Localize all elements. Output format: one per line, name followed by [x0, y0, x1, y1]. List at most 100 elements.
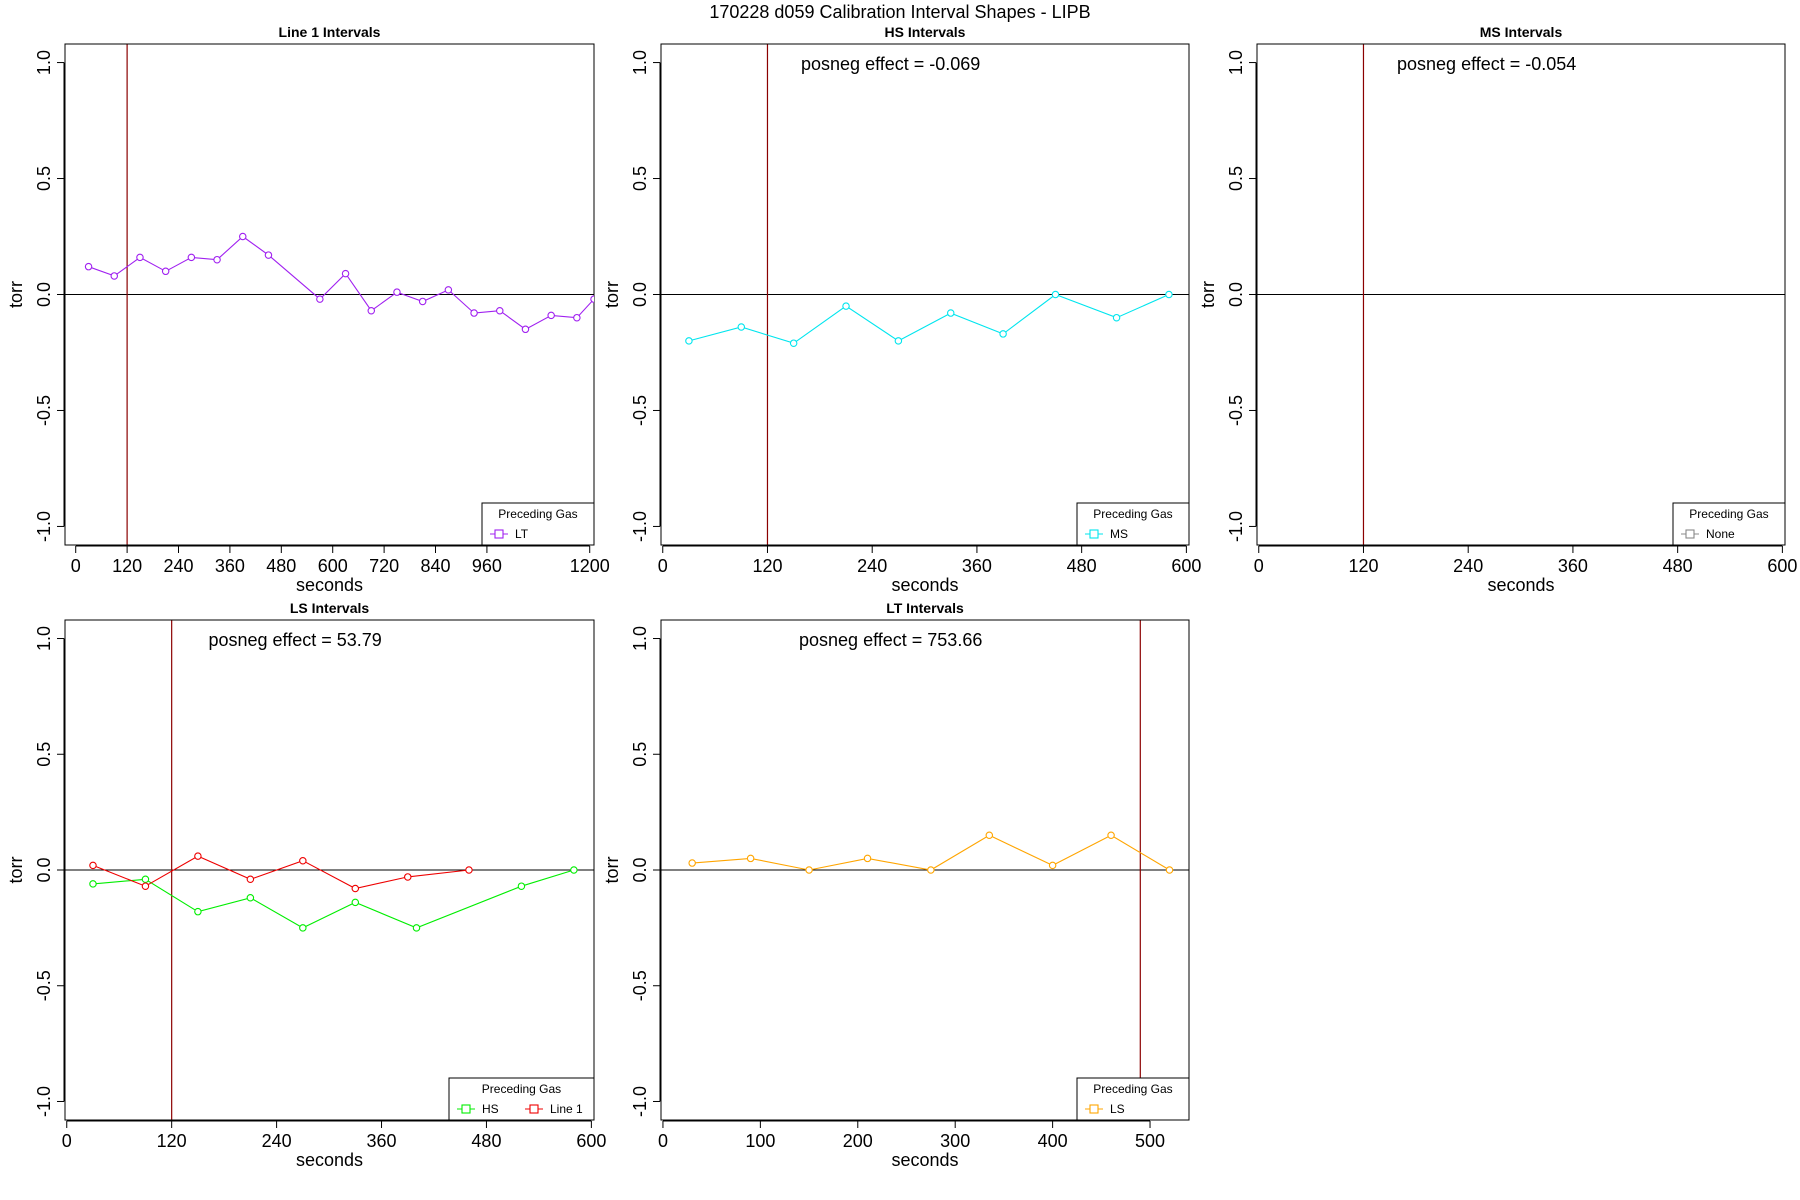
x-tick-label: 480 [1663, 556, 1693, 576]
data-point [412, 924, 421, 932]
x-tick-label: 480 [266, 556, 296, 576]
data-point [141, 875, 150, 884]
plot-frame [1256, 43, 1786, 546]
data-point [393, 288, 401, 296]
legend-swatch-marker [1089, 529, 1099, 539]
series-group [685, 290, 1173, 347]
data-point [141, 882, 150, 890]
y-axis-label: torr [602, 856, 622, 883]
legend-title: Preceding Gas [1093, 1082, 1172, 1096]
data-point [842, 302, 850, 310]
x-tick-label: 200 [843, 1131, 873, 1151]
y-tick-label: -0.5 [1226, 395, 1246, 426]
y-tick-label: 0.0 [630, 857, 650, 882]
data-point [999, 330, 1007, 338]
data-point [246, 894, 255, 902]
data-point [946, 309, 955, 317]
data-point [737, 323, 746, 331]
data-point [264, 251, 273, 259]
legend-title: Preceding Gas [482, 1082, 561, 1096]
y-tick-label: -1.0 [630, 1086, 650, 1117]
data-point [444, 286, 453, 294]
legend-swatch-marker [494, 529, 504, 539]
x-tick-label: 500 [1135, 1131, 1165, 1151]
x-tick-label: 240 [1453, 556, 1483, 576]
data-point [547, 311, 555, 320]
legend-label: Line 1 [550, 1102, 583, 1116]
y-tick-label: -0.5 [630, 395, 650, 426]
legend-label: LT [515, 527, 529, 541]
x-tick-label: 120 [752, 556, 782, 576]
series-line-line-1 [92, 855, 470, 890]
y-axis-label: torr [6, 856, 26, 883]
data-point [110, 272, 119, 280]
legend-swatch-marker [529, 1104, 539, 1114]
legend: Preceding Gas None [1672, 502, 1786, 546]
data-point [573, 313, 581, 322]
series-group [688, 831, 1174, 874]
panel-title: MS Intervals [1480, 24, 1563, 40]
data-point [1107, 831, 1115, 840]
posneg-annotation: posneg effect = -0.054 [1397, 54, 1576, 74]
legend-title: Preceding Gas [1689, 507, 1768, 521]
x-tick-label: 120 [157, 1131, 187, 1151]
data-point [187, 253, 196, 262]
series-line-hs [92, 869, 575, 929]
plot-frame [660, 619, 1190, 1121]
legend-label: HS [482, 1102, 499, 1116]
posneg-annotation: posneg effect = 53.79 [208, 630, 381, 650]
x-tick-label: 0 [62, 1131, 72, 1151]
data-point [194, 852, 202, 860]
x-tick-label: 600 [1767, 556, 1797, 576]
x-tick-label: 480 [1067, 556, 1097, 576]
x-tick-label: 240 [163, 556, 193, 576]
y-tick-label: 0.0 [34, 857, 54, 882]
data-point [1048, 861, 1057, 870]
x-tick-label: 600 [318, 556, 348, 576]
y-tick-label: 0.5 [34, 742, 54, 767]
legend: Preceding Gas LT [481, 502, 595, 546]
legend: Preceding Gas MS [1076, 502, 1190, 546]
x-tick-label: 400 [1038, 1131, 1068, 1151]
data-point [161, 267, 170, 276]
legend-swatch-marker [461, 1104, 471, 1114]
data-point [299, 856, 307, 865]
series-line-ms [688, 293, 1170, 344]
data-point [89, 880, 97, 888]
y-tick-label: 1.0 [1226, 50, 1246, 75]
x-tick-label: 0 [658, 1131, 668, 1151]
y-tick-label: -1.0 [34, 1086, 54, 1117]
legend-swatch-marker [1089, 1104, 1099, 1114]
legend-title: Preceding Gas [498, 507, 577, 521]
x-tick-label: 720 [369, 556, 399, 576]
data-point [805, 866, 813, 874]
x-tick-label: 360 [1558, 556, 1588, 576]
data-point [688, 859, 696, 867]
series-group [84, 232, 594, 334]
legend: Preceding Gas LS [1076, 1077, 1190, 1121]
panel-2: HS Intervals 0 120 240 360 480 600 seconds -1.0 -… [602, 24, 1201, 595]
panel-3: MS Intervals 0 120 240 360 480 600 seconds -1.0 -… [1198, 24, 1797, 595]
y-axis-label: torr [6, 281, 26, 308]
x-axis-label: seconds [1487, 575, 1554, 595]
data-point [685, 337, 693, 345]
y-tick-label: 0.5 [34, 166, 54, 191]
x-tick-label: 0 [71, 556, 81, 576]
panel-4: LS Intervals 0 120 240 360 480 600 seconds -1.0 -… [6, 600, 606, 1170]
panel-title: HS Intervals [885, 24, 966, 40]
x-axis-label: seconds [296, 1150, 363, 1170]
figure-title: 170228 d059 Calibration Interval Shapes … [709, 2, 1090, 22]
x-tick-label: 0 [658, 556, 668, 576]
y-tick-label: 0.5 [630, 742, 650, 767]
x-tick-label: 600 [1171, 556, 1201, 576]
x-tick-label: 240 [262, 1131, 292, 1151]
x-tick-label: 120 [112, 556, 142, 576]
x-tick-label: 960 [472, 556, 502, 576]
data-point [351, 884, 360, 893]
panel-title: LS Intervals [290, 600, 370, 616]
data-point [341, 269, 350, 278]
x-axis-label: seconds [891, 1150, 958, 1170]
legend-swatch-marker [1685, 529, 1695, 539]
data-point [1112, 313, 1121, 322]
